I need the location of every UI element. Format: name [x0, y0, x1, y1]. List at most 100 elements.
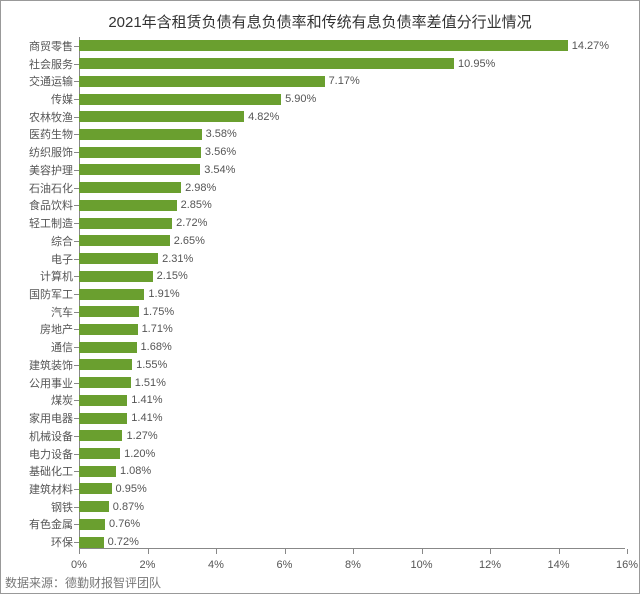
category-label: 钢铁 — [51, 499, 73, 515]
value-label: 3.58% — [206, 128, 237, 140]
x-tick — [285, 549, 286, 554]
y-tick — [74, 471, 79, 472]
bar-row: 美容护理3.54% — [79, 164, 200, 175]
category-label: 机械设备 — [29, 428, 73, 444]
category-label: 环保 — [51, 534, 73, 550]
bar — [79, 58, 454, 69]
bar-row: 电力设备1.20% — [79, 448, 120, 459]
bar — [79, 271, 153, 282]
x-tick-label: 0% — [71, 559, 87, 571]
category-label: 有色金属 — [29, 516, 73, 532]
bar-row: 建筑材料0.95% — [79, 483, 112, 494]
bar — [79, 501, 109, 512]
y-tick — [74, 418, 79, 419]
bar-row: 公用事业1.51% — [79, 377, 131, 388]
bar-row: 机械设备1.27% — [79, 430, 122, 441]
value-label: 1.08% — [120, 465, 151, 477]
category-label: 商贸零售 — [29, 38, 73, 54]
bar-row: 钢铁0.87% — [79, 501, 109, 512]
x-tick — [627, 549, 628, 554]
bar-row: 国防军工1.91% — [79, 289, 144, 300]
bar-row: 环保0.72% — [79, 537, 104, 548]
bar — [79, 182, 181, 193]
value-label: 0.72% — [108, 536, 139, 548]
x-tick-label: 12% — [479, 559, 501, 571]
bar-row: 传媒5.90% — [79, 94, 281, 105]
y-tick — [74, 400, 79, 401]
category-label: 煤炭 — [51, 392, 73, 408]
category-label: 公用事业 — [29, 375, 73, 391]
value-label: 5.90% — [285, 93, 316, 105]
value-label: 1.41% — [131, 412, 162, 424]
bar — [79, 537, 104, 548]
bar — [79, 40, 568, 51]
bar — [79, 129, 202, 140]
bar — [79, 218, 172, 229]
y-tick — [74, 205, 79, 206]
plot-area: 0%2%4%6%8%10%12%14%16%商贸零售14.27%社会服务10.9… — [79, 37, 625, 549]
y-tick — [74, 347, 79, 348]
y-tick — [74, 365, 79, 366]
value-label: 3.54% — [204, 164, 235, 176]
bar — [79, 359, 132, 370]
category-label: 农林牧渔 — [29, 109, 73, 125]
bar — [79, 147, 201, 158]
y-tick — [74, 489, 79, 490]
x-tick-label: 16% — [616, 559, 638, 571]
bar-row: 煤炭1.41% — [79, 395, 127, 406]
y-tick — [74, 276, 79, 277]
bar-row: 石油石化2.98% — [79, 182, 181, 193]
category-label: 医药生物 — [29, 126, 73, 142]
x-tick — [79, 549, 80, 554]
y-tick — [74, 542, 79, 543]
category-label: 交通运输 — [29, 73, 73, 89]
y-tick — [74, 170, 79, 171]
y-tick — [74, 223, 79, 224]
bar — [79, 413, 127, 424]
value-label: 14.27% — [572, 40, 609, 52]
y-tick — [74, 64, 79, 65]
bar — [79, 324, 138, 335]
value-label: 0.76% — [109, 518, 140, 530]
category-label: 汽车 — [51, 304, 73, 320]
x-tick-label: 10% — [410, 559, 432, 571]
chart-container: 2021年含租赁负债有息负债率和传统有息负债率差值分行业情况 0%2%4%6%8… — [0, 0, 640, 594]
value-label: 2.98% — [185, 182, 216, 194]
bar — [79, 111, 244, 122]
category-label: 美容护理 — [29, 162, 73, 178]
category-label: 基础化工 — [29, 463, 73, 479]
x-tick — [422, 549, 423, 554]
bar — [79, 306, 139, 317]
y-tick — [74, 383, 79, 384]
bar — [79, 289, 144, 300]
bar — [79, 377, 131, 388]
y-tick — [74, 436, 79, 437]
y-tick — [74, 241, 79, 242]
value-label: 1.75% — [143, 306, 174, 318]
value-label: 1.55% — [136, 359, 167, 371]
x-tick-label: 8% — [345, 559, 361, 571]
x-tick-label: 2% — [140, 559, 156, 571]
bar-row: 基础化工1.08% — [79, 466, 116, 477]
value-label: 2.72% — [176, 217, 207, 229]
y-tick — [74, 294, 79, 295]
category-label: 房地产 — [40, 321, 73, 337]
bar-row: 综合2.65% — [79, 235, 170, 246]
value-label: 1.51% — [135, 377, 166, 389]
value-label: 2.65% — [174, 235, 205, 247]
value-label: 2.85% — [181, 199, 212, 211]
category-label: 电子 — [51, 251, 73, 267]
value-label: 4.82% — [248, 111, 279, 123]
y-tick — [74, 507, 79, 508]
x-tick — [559, 549, 560, 554]
bar-row: 有色金属0.76% — [79, 519, 105, 530]
bar-row: 房地产1.71% — [79, 324, 138, 335]
bar-row: 计算机2.15% — [79, 271, 153, 282]
bar — [79, 395, 127, 406]
y-tick — [74, 329, 79, 330]
bar-row: 汽车1.75% — [79, 306, 139, 317]
bar-row: 商贸零售14.27% — [79, 40, 568, 51]
bar — [79, 519, 105, 530]
category-label: 传媒 — [51, 91, 73, 107]
bar-row: 食品饮料2.85% — [79, 200, 177, 211]
